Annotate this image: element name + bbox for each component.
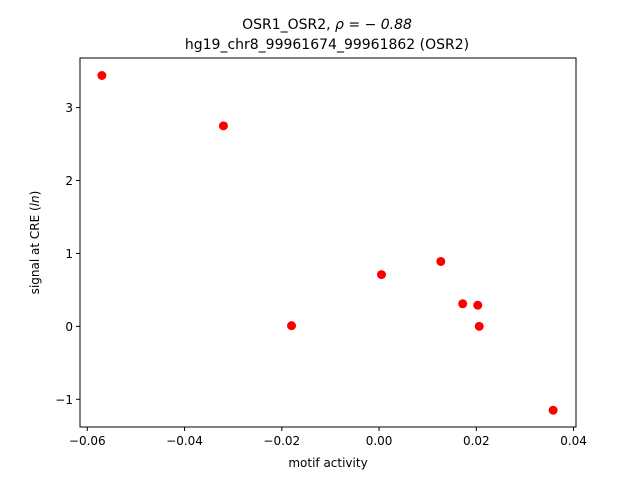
y-tick-label: 3 (65, 101, 73, 115)
chart-title-line1: OSR1_OSR2, ρ = − 0.88 (242, 17, 412, 33)
x-tick-label: −0.02 (263, 434, 300, 448)
x-tick-label: −0.04 (166, 434, 203, 448)
x-tick-label: 0.04 (560, 434, 587, 448)
chart-title-rho: ρ = − 0.88 (335, 17, 412, 33)
x-tick-label: 0.02 (463, 434, 490, 448)
x-tick-label: −0.06 (69, 434, 106, 448)
data-points (97, 71, 558, 415)
y-axis-ticks: −1 0 1 2 3 (55, 101, 80, 407)
x-axis-ticks: −0.06 −0.04 −0.02 0.00 0.02 0.04 (69, 427, 587, 448)
chart-title: OSR1_OSR2, ρ = − 0.88 hg19_chr8_99961674… (185, 17, 469, 53)
x-tick-label: 0.00 (366, 434, 393, 448)
data-point-3 (287, 321, 297, 331)
data-point-6 (458, 299, 468, 309)
y-axis-label: signal at CRE (ln) (28, 191, 42, 295)
y-tick-label: 2 (65, 174, 73, 188)
y-axis-label-suffix: ) (28, 191, 42, 196)
data-point-8 (474, 321, 484, 331)
x-axis-label: motif activity (288, 456, 367, 470)
plot-area-frame (79, 57, 577, 428)
data-point-5 (436, 256, 446, 266)
y-axis-label-italic: ln (28, 195, 42, 206)
data-point-2 (218, 121, 228, 131)
y-tick-label: 0 (65, 320, 73, 334)
chart-title-line2: hg19_chr8_99961674_99961862 (OSR2) (185, 37, 469, 53)
y-tick-label: 1 (65, 247, 73, 261)
data-point-9 (548, 405, 558, 415)
data-point-4 (376, 270, 386, 280)
data-point-7 (473, 300, 483, 310)
y-axis-label-prefix: signal at CRE ( (28, 206, 42, 294)
y-tick-label: −1 (55, 393, 73, 407)
chart-title-prefix: OSR1_OSR2, (242, 17, 335, 33)
data-point-1 (97, 71, 107, 81)
